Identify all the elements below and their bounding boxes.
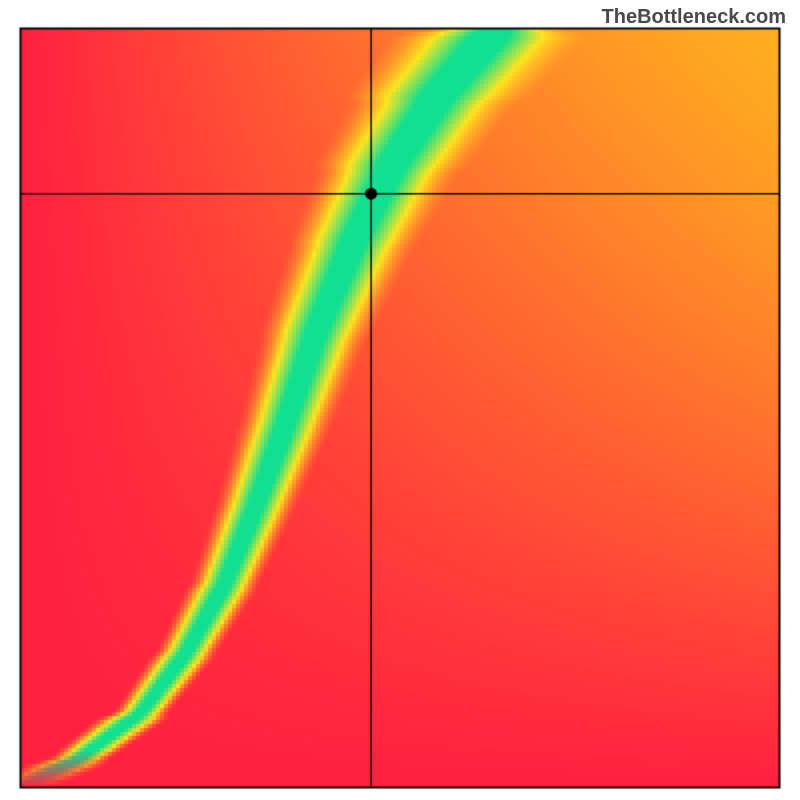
attribution-label: TheBottleneck.com (602, 6, 786, 29)
chart-container: TheBottleneck.com (0, 0, 800, 800)
heatmap-canvas (0, 0, 800, 800)
